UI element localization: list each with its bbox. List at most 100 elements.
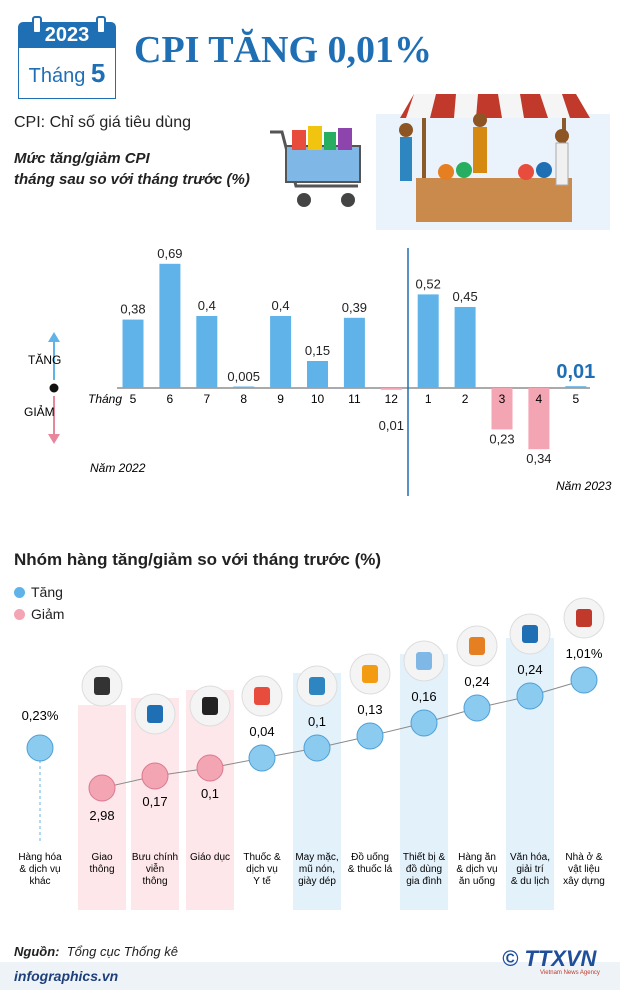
month-tick-label: 2 [462, 392, 469, 406]
category-label: Giao [91, 852, 113, 863]
category-label: viễn [146, 862, 164, 875]
month-tick-label: 5 [572, 392, 579, 406]
month-tick-label: 4 [536, 392, 543, 406]
category-dot [303, 734, 331, 762]
category-label: Hàng ăn [458, 852, 496, 863]
group-section-title: Nhóm hàng tăng/giảm so với tháng trước (… [14, 550, 382, 569]
category-dot [196, 754, 224, 782]
increase-label: TĂNG [28, 352, 61, 367]
cpi-bar [417, 294, 439, 388]
category-label: & thuốc lá [348, 863, 393, 875]
logo-text: TTXVN [524, 946, 597, 971]
cpi-bar [454, 307, 476, 388]
category-label: Y tế [253, 875, 271, 887]
cpi-value-label: 0,45 [452, 289, 477, 304]
category-dot [88, 774, 116, 802]
calendar-ring-icon [32, 16, 42, 34]
category-label: & dịch vụ [456, 864, 497, 875]
category-label: Văn hóa, [510, 852, 550, 863]
calendar-month-label: Tháng [28, 65, 86, 87]
category-label: Thiết bị & [403, 851, 446, 863]
medicine-icon-shape [254, 687, 270, 705]
site-link[interactable]: infographics.vn [14, 968, 119, 984]
category-label: ăn uống [459, 875, 495, 887]
cpi-value-label: 0,01 [556, 361, 595, 383]
category-value-label: 0,04 [249, 724, 274, 739]
traffic-light-icon-shape [94, 677, 110, 695]
month-tick-label: 10 [311, 392, 325, 406]
radio-tower-icon-shape [147, 705, 163, 723]
trend-line [101, 679, 585, 789]
category-value-label: 0,17 [142, 794, 167, 809]
category-label: Bưu chính [132, 852, 178, 863]
category-dot [570, 666, 598, 694]
month-tick-label: 8 [240, 392, 247, 406]
up-arrow-icon [48, 332, 60, 342]
cpi-definition: CPI: Chỉ số giá tiêu dùng [14, 114, 191, 131]
cpi-value-label: 0,23 [489, 431, 514, 446]
cpi-value-label: 0,52 [416, 276, 441, 291]
category-value-label: 2,98 [89, 808, 114, 823]
cpi-bar [565, 386, 587, 388]
cpi-bar [380, 388, 402, 390]
cpi-value-label: 0,69 [157, 246, 182, 261]
category-label: thông [89, 864, 114, 875]
category-dot [410, 709, 438, 737]
cpi-bar [307, 361, 328, 388]
category-label: thông [142, 876, 167, 887]
legend-decrease-text: Giảm [31, 606, 65, 622]
film-clapper-icon-shape [522, 625, 538, 643]
month-tick-label: 11 [348, 392, 361, 406]
category-dot [516, 682, 544, 710]
category-label: xây dựng [563, 876, 605, 887]
washing-machine-icon-shape [416, 652, 432, 670]
month-tick-label: 9 [277, 392, 284, 406]
footer-bar [0, 962, 620, 990]
month-tick-label: 12 [385, 392, 399, 406]
page-title: CPI TĂNG 0,01% [134, 29, 433, 71]
category-dot [141, 762, 169, 790]
category-highlight-column [400, 654, 448, 910]
legend-increase-text: Tăng [31, 584, 63, 600]
category-label: dịch vụ [246, 864, 278, 875]
cpi-bar [491, 388, 513, 430]
month-tick-label: 3 [499, 392, 506, 406]
category-value-label: 0,13 [357, 702, 382, 717]
category-label: mũ nón, [299, 864, 335, 875]
category-value-label: 0,1 [308, 714, 326, 729]
category-label: đồ dùng [406, 863, 442, 875]
legend-decrease-dot [14, 609, 25, 620]
cpi-bar [159, 263, 181, 388]
cpi-bar [196, 316, 218, 388]
chart-title: Mức tăng/giảm CPI tháng sau so với tháng… [14, 148, 250, 190]
cpi-value-label: 0,34 [526, 451, 551, 466]
category-label: Hàng hóa [18, 852, 62, 863]
graduation-cap-icon-shape [202, 697, 218, 715]
category-value-label: 0,24 [464, 674, 489, 689]
shopping-cart-icon [270, 126, 361, 207]
calendar-month: Tháng 5 [18, 48, 116, 99]
drinks-icon-shape [362, 665, 378, 683]
category-value-label: 0,24 [517, 662, 542, 677]
cpi-bar-chart: TĂNG GIẢM Tháng Năm 2022 Năm 2023 5 0,38 6… [24, 246, 612, 496]
cpi-value-label: 0,39 [342, 300, 367, 315]
source-line: Nguồn: Tổng cục Thống kê [14, 944, 178, 959]
decrease-label: GIẢM [24, 404, 55, 419]
category-label: & du lịch [511, 876, 549, 887]
cpi-value-label: 0,01 [379, 418, 404, 433]
category-dot [356, 722, 384, 750]
cpi-value-label: 0,15 [305, 343, 330, 358]
category-label: gia đình [406, 876, 442, 887]
category-value-label: 0,1 [201, 786, 219, 801]
down-arrow-icon [48, 434, 60, 444]
source-label: Nguồn: [14, 944, 60, 959]
category-dot [26, 734, 54, 762]
logo-subtitle: Vietnam News Agency [540, 970, 600, 976]
category-label: Nhà ở & [565, 851, 602, 863]
cpi-bar [233, 386, 255, 388]
category-label: Thuốc & [243, 851, 281, 863]
category-highlight-column [293, 673, 341, 910]
category-highlight-column [186, 690, 234, 910]
category-highlight-column [78, 705, 126, 910]
year-2022-label: Năm 2022 [90, 461, 146, 475]
